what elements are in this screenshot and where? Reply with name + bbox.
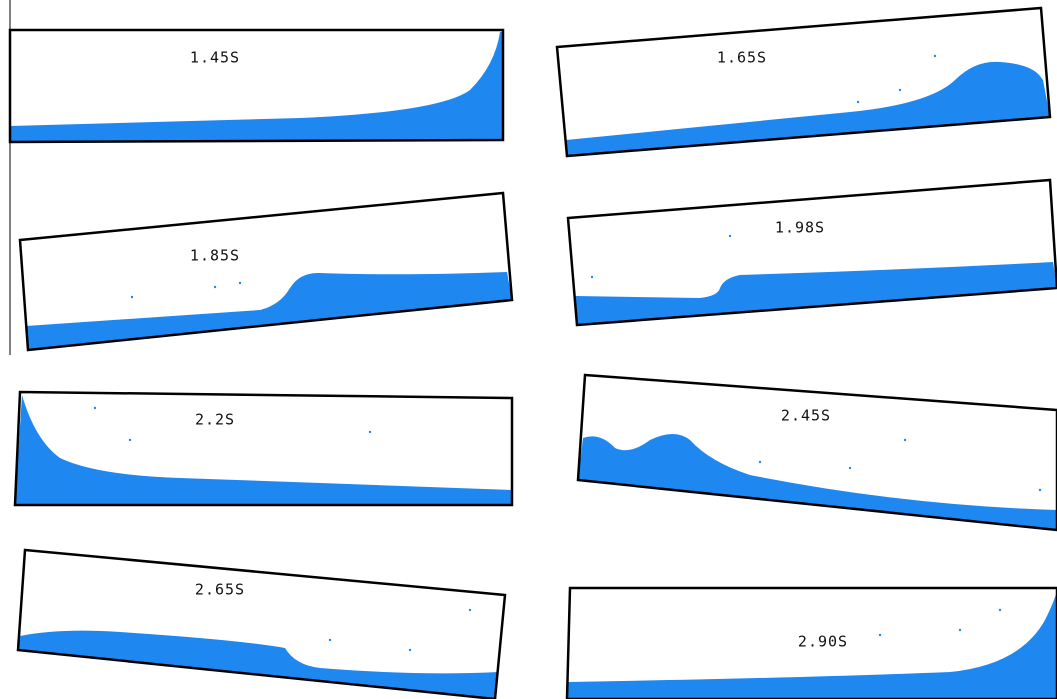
droplet (759, 461, 761, 463)
droplet (214, 286, 216, 288)
panel: 1.98S (568, 180, 1057, 325)
time-label: 1.65S (717, 49, 767, 67)
panel: 2.65S (18, 550, 505, 699)
figure: 1.45S 1.65S 1.85S 1.98S 2.2S (0, 0, 1057, 699)
droplet (879, 634, 881, 636)
droplet (239, 282, 241, 284)
droplet (409, 649, 411, 651)
panel: 2.2S (15, 392, 512, 505)
droplet (469, 609, 471, 611)
panel: 2.45S (578, 375, 1057, 530)
time-label: 1.98S (775, 219, 825, 237)
droplet (999, 609, 1001, 611)
droplet (94, 407, 96, 409)
droplet (131, 296, 133, 298)
droplet (591, 276, 593, 278)
time-label: 2.45S (781, 407, 831, 425)
panel: 1.85S (20, 193, 512, 350)
droplet (959, 629, 961, 631)
panel: 1.45S (10, 30, 503, 142)
droplet (129, 439, 131, 441)
droplet (729, 235, 731, 237)
time-label: 2.90S (798, 633, 848, 651)
droplet (934, 55, 936, 57)
time-label: 1.85S (190, 247, 240, 265)
water (18, 631, 498, 699)
panel: 1.65S (557, 8, 1050, 156)
droplet (1039, 489, 1041, 491)
droplet (849, 467, 851, 469)
time-label: 2.2S (195, 411, 235, 429)
droplet (904, 439, 906, 441)
droplet (329, 639, 331, 641)
water (10, 32, 503, 142)
panel: 2.90S (567, 588, 1057, 699)
droplet (857, 101, 859, 103)
droplet (899, 89, 901, 91)
water (578, 434, 1057, 530)
water (26, 272, 512, 350)
droplet (369, 431, 371, 433)
time-label: 1.45S (190, 49, 240, 67)
water (566, 62, 1050, 156)
water (15, 395, 512, 505)
time-label: 2.65S (195, 581, 245, 599)
